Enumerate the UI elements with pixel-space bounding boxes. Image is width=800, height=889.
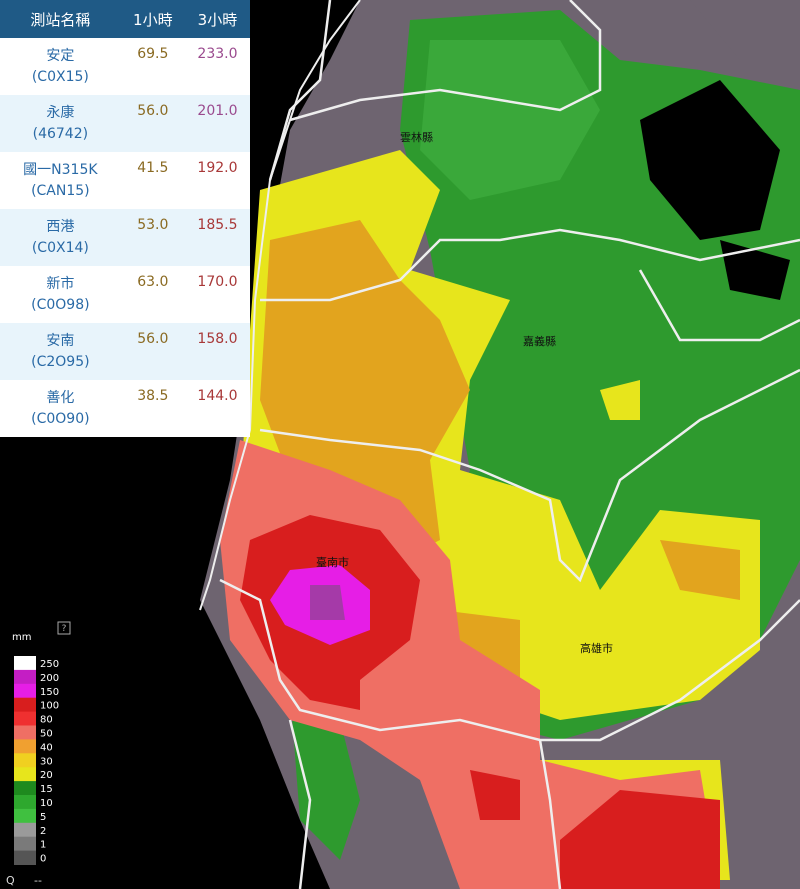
- legend-label: 0: [40, 854, 46, 865]
- station-name: 永康: [46, 105, 75, 121]
- station-row[interactable]: 永康 (46742) 56.0 201.0: [0, 95, 250, 152]
- legend-label: 30: [40, 756, 53, 767]
- rain-1h: 63.0: [120, 266, 185, 323]
- station-row[interactable]: 善化 (C0O90) 38.5 144.0: [0, 380, 250, 437]
- station-name: 西港: [46, 219, 75, 235]
- station-row[interactable]: 西港 (C0X14) 53.0 185.5: [0, 209, 250, 266]
- rain-1h: 38.5: [120, 380, 185, 437]
- legend-label: 80: [40, 715, 53, 726]
- legend-swatch: [14, 669, 36, 685]
- legend-label: 150: [40, 687, 59, 698]
- map-label: 雲林縣: [400, 130, 433, 144]
- legend-swatch: [14, 683, 36, 699]
- station-code: (C0X15): [31, 69, 89, 85]
- legend-label: 250: [40, 659, 59, 670]
- map-label: 高雄市: [580, 641, 613, 655]
- rain-1h: 41.5: [120, 152, 185, 209]
- station-name: 國一N315K: [23, 162, 98, 178]
- rain-3h: 233.0: [184, 38, 250, 95]
- legend-label: 40: [40, 742, 53, 753]
- legend-swatch: [14, 836, 36, 852]
- station-cell: 國一N315K (CAN15): [0, 152, 121, 209]
- legend-label: 50: [40, 729, 53, 740]
- station-code: (C0X14): [31, 240, 89, 256]
- station-row[interactable]: 安定 (C0X15) 69.5 233.0: [0, 38, 250, 95]
- station-code: (C0O98): [31, 297, 90, 313]
- legend-swatch: [14, 697, 36, 713]
- legend-help-icon[interactable]: [57, 621, 71, 635]
- rain-3h: 144.0: [184, 380, 250, 437]
- rain-3h: 192.0: [184, 152, 250, 209]
- legend-swatch: [14, 822, 36, 838]
- rain-3h: 170.0: [184, 266, 250, 323]
- legend-swatch: [14, 725, 36, 740]
- station-cell: 永康 (46742): [0, 95, 121, 152]
- legend-swatch: [14, 795, 36, 810]
- legend-label: 100: [40, 701, 59, 712]
- station-code: (C0O90): [31, 411, 90, 427]
- legend-swatch: [14, 711, 36, 726]
- legend-label: 15: [40, 784, 53, 795]
- legend-swatch: [14, 781, 36, 796]
- column-header[interactable]: 1小時: [120, 0, 185, 38]
- station-name: 安南: [46, 333, 75, 349]
- legend-label: 20: [40, 770, 53, 781]
- legend-label: 2: [40, 826, 46, 837]
- station-code: (CAN15): [31, 183, 90, 199]
- station-name: 新市: [46, 276, 75, 292]
- legend-label: 1: [40, 840, 46, 851]
- legend-label: 5: [40, 812, 46, 823]
- column-header[interactable]: 3小時: [184, 0, 250, 38]
- rain-1h: 56.0: [120, 323, 185, 380]
- legend-label: 200: [40, 673, 59, 684]
- legend-swatch: [14, 739, 36, 754]
- legend-swatch: [14, 656, 36, 671]
- legend-unit: mm: [12, 632, 31, 643]
- station-cell: 安定 (C0X15): [0, 38, 121, 95]
- station-cell: 安南 (C2O95): [0, 323, 121, 380]
- legend-swatch: [14, 808, 36, 824]
- station-cell: 善化 (C0O90): [0, 380, 121, 437]
- rain-3h: 185.5: [184, 209, 250, 266]
- map-label: 臺南市: [316, 555, 349, 569]
- rain-1h: 53.0: [120, 209, 185, 266]
- legend-swatch: [14, 850, 36, 865]
- legend-swatch: [14, 753, 36, 768]
- station-row[interactable]: 國一N315K (CAN15) 41.5 192.0: [0, 152, 250, 209]
- station-table: 測站名稱 1小時 3小時 安定 (C0X15) 69.5 233.0 永康 (46742) 56…: [0, 0, 250, 437]
- column-header[interactable]: 測站名稱: [0, 0, 121, 38]
- legend-label: 10: [40, 798, 53, 809]
- rain-1h: 69.5: [120, 38, 185, 95]
- legend-swatch: [14, 767, 36, 782]
- map-label: 嘉義縣: [523, 334, 556, 348]
- station-cell: 新市 (C0O98): [0, 266, 121, 323]
- legend-help[interactable]: ?: [62, 624, 67, 634]
- rain-1h: 56.0: [120, 95, 185, 152]
- rain-3h: 201.0: [184, 95, 250, 152]
- footer-right: --: [34, 874, 42, 887]
- station-row[interactable]: 安南 (C2O95) 56.0 158.0: [0, 323, 250, 380]
- station-row[interactable]: 新市 (C0O98) 63.0 170.0: [0, 266, 250, 323]
- footer-left: Q: [6, 874, 15, 887]
- station-code: (46742): [32, 126, 89, 142]
- rain-3h: 158.0: [184, 323, 250, 380]
- station-code: (C2O95): [31, 354, 90, 370]
- station-cell: 西港 (C0X14): [0, 209, 121, 266]
- station-name: 安定: [46, 48, 75, 64]
- station-name: 善化: [46, 390, 75, 406]
